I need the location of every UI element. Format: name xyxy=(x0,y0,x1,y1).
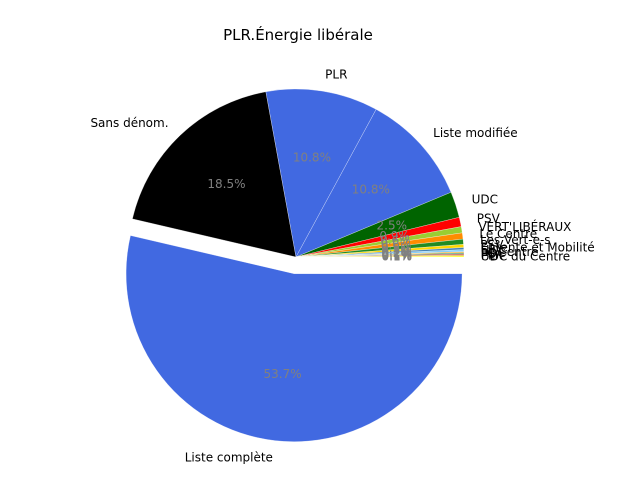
slice-label-psv-9: PSV xyxy=(480,238,504,252)
slice-percent-pdc-13: 0.1% xyxy=(382,248,413,262)
slice-percent-sans-denom-1: 18.5% xyxy=(207,177,245,191)
slice-percent-plr-15: 0.1% xyxy=(382,249,413,263)
pie-slice-sans-denom-1 xyxy=(132,91,297,258)
slice-label-le-centre-12: Le Centre xyxy=(481,245,539,259)
slice-percent-plr-2: 10.8% xyxy=(293,150,331,164)
slice-percent-udc-du-centre-16: 0.1% xyxy=(382,250,413,264)
slice-percent-le-centre-7: 0.6% xyxy=(381,237,412,251)
slice-label-liste-modifiee-3: Liste modifiée xyxy=(433,126,517,140)
pie-slice-liste-complete-0 xyxy=(125,235,463,442)
slice-label-le-centre-7: Le Centre xyxy=(479,227,537,241)
slice-label-udc-4: UDC xyxy=(472,192,498,206)
slice-percent-psv-9: 0.3% xyxy=(381,243,412,257)
chart-title: PLR.Énergie libérale xyxy=(223,25,373,44)
slice-label-udc-du-centre-16: UDC du Centre xyxy=(481,249,570,263)
slice-label-plr-15: PLR xyxy=(481,248,503,262)
slice-label-psv-5: PSV xyxy=(477,211,501,225)
slice-label-vert-liberaux-6: VERT'LIBÉRAUX xyxy=(478,219,571,234)
slice-percent-udc-11: 0.2% xyxy=(381,246,412,260)
slice-label-liste-complete-0: Liste complète xyxy=(185,450,273,464)
slice-percent-le-centre-12: 0.1% xyxy=(382,247,413,261)
pie-slice-liste-modifiee-3 xyxy=(295,109,452,258)
slice-percent-udc-4: 2.5% xyxy=(377,219,408,233)
slice-label-entente-et-mobilite-10: Entente et Mobilité xyxy=(481,241,595,255)
slice-percent-liste-complete-0: 53.7% xyxy=(263,367,301,381)
slice-label-les-vert-e-s-8: Les Vert-e-s xyxy=(480,233,551,247)
slice-label-plr-2: PLR xyxy=(325,68,347,82)
slice-labels: Liste complète Sans dénom. PLR Liste modifi… xyxy=(90,68,594,465)
slice-percent-liste-modifiee-3: 10.8% xyxy=(352,182,390,196)
slice-percent-vert-liberaux-6: 0.6% xyxy=(380,234,411,248)
pie-slices xyxy=(125,88,465,442)
percent-labels: 53.7%18.5%10.8%10.8%2.5%0.9%0.6%0.6%0.5%… xyxy=(207,150,412,380)
slice-percent-les-vert-e-s-8: 0.5% xyxy=(381,241,412,255)
slice-label-ps-14: PS xyxy=(481,247,496,261)
slice-percent-psv-5: 0.9% xyxy=(379,229,410,243)
pie-slice-udc-du-centre-16 xyxy=(295,255,465,258)
slice-label-sans-denom-1: Sans dénom. xyxy=(90,116,168,130)
slice-percent-ps-14: 0.1% xyxy=(382,248,413,262)
slice-percent-entente-et-mobilite-10: 0.2% xyxy=(381,245,412,259)
slice-label-udc-11: UDC xyxy=(481,243,507,257)
slice-label-pdc-13: PDC xyxy=(481,246,506,260)
pie-slice-plr-2 xyxy=(265,88,377,258)
